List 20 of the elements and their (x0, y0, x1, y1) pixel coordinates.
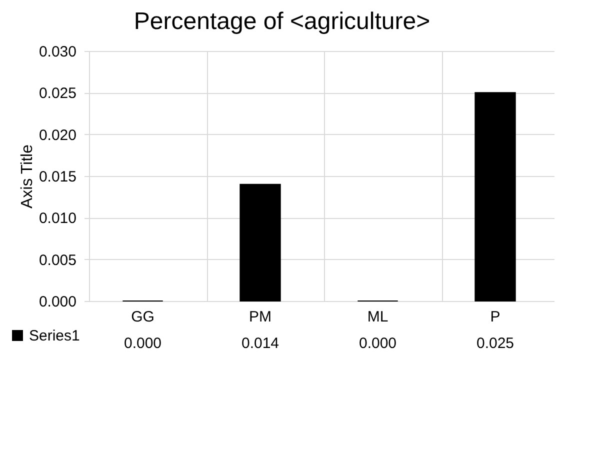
y-tick-label: 0.015 (38, 168, 76, 186)
x-tick-label: ML (367, 308, 388, 326)
x-tick-label: GG (131, 308, 154, 326)
y-tick-label: 0.005 (38, 252, 76, 269)
y-tick-label: 0.025 (38, 85, 76, 102)
data-label: 0.000 (358, 335, 397, 352)
bar (240, 184, 281, 302)
y-tick-label: 0.010 (38, 210, 76, 228)
y-tick-label: 0.020 (38, 126, 76, 144)
chart-title: Percentage of <agriculture> (134, 8, 430, 35)
data-label: 0.014 (241, 335, 280, 352)
bar (474, 92, 516, 302)
data-label: 0.025 (476, 335, 514, 352)
data-label: 0.000 (124, 335, 162, 352)
legend-label: Series1 (29, 328, 80, 344)
x-tick-label: PM (249, 308, 272, 326)
y-axis-title: Axis Title (18, 144, 36, 209)
y-tick-label: 0.030 (38, 44, 76, 60)
x-tick-label: P (490, 308, 500, 326)
y-tick-label: 0.000 (38, 294, 76, 310)
